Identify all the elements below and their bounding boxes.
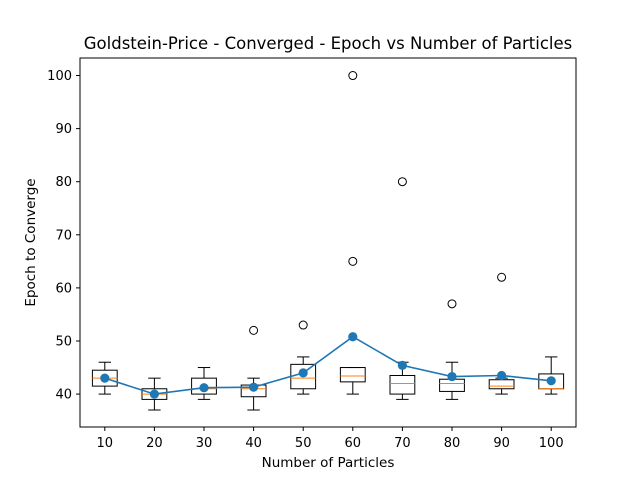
x-tick-label-90: 90 <box>493 436 510 451</box>
plot-frame <box>79 57 577 428</box>
x-tick-label-30: 30 <box>196 436 213 451</box>
y-tick-label-70: 70 <box>55 228 72 243</box>
mean-point-50 <box>298 368 308 378</box>
mean-point-40 <box>249 382 259 392</box>
mean-point-20 <box>149 389 159 399</box>
mean-point-60 <box>348 332 358 342</box>
box-40 <box>240 325 267 411</box>
outlier-90-0 <box>497 272 507 282</box>
y-axis: 40 50 60 70 80 90 100 <box>47 69 80 403</box>
mean-line <box>104 335 552 395</box>
outlier-50-0 <box>298 320 308 330</box>
outlier-70-0 <box>397 177 407 187</box>
x-tick-label-70: 70 <box>394 436 411 451</box>
y-tick-label-90: 90 <box>55 122 72 137</box>
box-50 <box>290 320 317 395</box>
x-tick-label-50: 50 <box>295 436 312 451</box>
x-tick-label-100: 100 <box>539 436 564 451</box>
x-axis-label: Number of Particles <box>262 455 395 471</box>
x-axis: 10 20 30 40 50 60 70 80 90 100 <box>97 427 564 451</box>
y-tick-label-60: 60 <box>55 281 72 296</box>
mean-point-80 <box>447 371 457 382</box>
y-axis-label: Epoch to Converge <box>23 178 39 306</box>
mean-point-100 <box>546 376 556 386</box>
y-tick-label-40: 40 <box>55 388 72 403</box>
chart-title: Goldstein-Price - Converged - Epoch vs N… <box>84 34 572 53</box>
outlier-80-0 <box>447 299 457 309</box>
y-tick-label-80: 80 <box>55 175 72 190</box>
mean-point-70 <box>397 360 407 371</box>
box-100 <box>538 356 565 395</box>
outlier-40-0 <box>249 325 259 335</box>
box-body-90 <box>488 379 515 390</box>
x-tick-label-40: 40 <box>245 436 262 451</box>
outlier-60-0 <box>348 256 358 266</box>
outlier-60-1 <box>348 71 358 81</box>
box-80 <box>439 299 465 400</box>
box-body-70 <box>389 374 416 395</box>
y-tick-label-50: 50 <box>55 334 72 349</box>
mean-point-30 <box>199 383 209 393</box>
x-tick-label-60: 60 <box>345 436 362 451</box>
box-body-60 <box>339 367 366 383</box>
x-tick-label-20: 20 <box>146 436 163 451</box>
box-body-30 <box>191 377 217 395</box>
box-60 <box>339 71 366 395</box>
x-tick-label-80: 80 <box>444 436 461 451</box>
x-tick-label-10: 10 <box>97 436 114 451</box>
mean-point-90 <box>497 370 507 381</box>
plot-area <box>91 71 565 411</box>
y-tick-label-100: 100 <box>47 69 72 84</box>
mean-point-10 <box>100 373 110 383</box>
